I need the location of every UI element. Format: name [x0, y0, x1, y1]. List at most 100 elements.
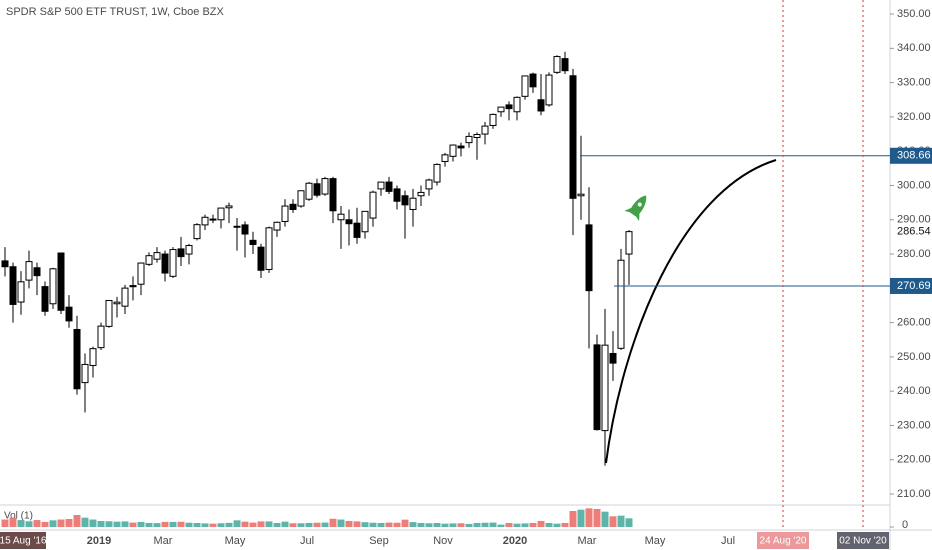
volume-bar — [505, 523, 513, 527]
volume-bar — [417, 523, 425, 527]
candle-body — [89, 348, 97, 366]
volume-bar — [209, 523, 217, 527]
crosshair-label-box — [0, 532, 46, 549]
candle-body — [41, 286, 49, 312]
volume-bar — [129, 522, 137, 527]
candle-body — [377, 181, 385, 190]
candle-body — [353, 222, 361, 238]
candle-body — [153, 252, 161, 260]
volume-bar — [177, 521, 185, 527]
candle-body — [217, 207, 225, 221]
level-label: 270.69 — [897, 280, 931, 292]
y-tick-label: 210.00 — [897, 488, 931, 500]
volume-bar — [225, 522, 233, 527]
volume-bar — [521, 523, 529, 527]
volume-bar — [361, 522, 369, 527]
volume-bar — [465, 523, 473, 527]
volume-bar — [553, 523, 561, 527]
volume-bar — [81, 517, 89, 527]
candle-body — [577, 193, 585, 197]
date-marker-label: 02 Nov '20 — [839, 536, 887, 547]
candle-body — [529, 73, 537, 88]
volume-bar — [617, 515, 625, 527]
candle-body — [305, 182, 313, 200]
y-tick-label: 300.00 — [897, 179, 931, 191]
volume-bar — [489, 522, 497, 527]
volume-bar — [185, 522, 193, 527]
volume-label: Vol (1) — [4, 511, 33, 522]
candle-body — [241, 224, 249, 235]
candle-body — [601, 344, 609, 432]
volume-bar — [497, 524, 505, 527]
volume-bar — [233, 520, 241, 527]
candle-body — [33, 267, 41, 277]
level-label: 308.66 — [897, 150, 931, 162]
candle-body — [57, 252, 65, 311]
candle-body — [97, 325, 105, 349]
volume-bar — [481, 522, 489, 527]
candle-body — [273, 221, 281, 231]
candle-body — [265, 227, 273, 270]
candle-body — [337, 213, 345, 221]
candle-body — [329, 178, 337, 212]
volume-bar — [193, 523, 201, 527]
candle-body — [105, 299, 113, 327]
volume-bar — [569, 511, 577, 527]
volume-bar — [113, 521, 121, 527]
candle-body — [521, 75, 529, 97]
volume-bar — [601, 511, 609, 527]
candle-body — [193, 224, 201, 240]
candle-body — [441, 154, 449, 162]
chart-title: SPDR S&P 500 ETF TRUST, 1W, Cboe BZX — [6, 6, 224, 18]
y-tick-label: 320.00 — [897, 111, 931, 123]
candle-body — [505, 104, 513, 110]
candle-body — [137, 262, 145, 285]
candle-body — [617, 259, 625, 349]
candle-body — [393, 188, 401, 202]
candle-body — [313, 183, 321, 196]
candle-body — [17, 281, 25, 303]
candle-body — [593, 344, 601, 431]
x-tick-label: Nov — [433, 535, 453, 547]
level-label-box — [890, 147, 932, 164]
volume-bar — [529, 523, 537, 527]
y-tick-label: 330.00 — [897, 77, 931, 89]
volume-bar — [409, 522, 417, 527]
volume-bar — [9, 517, 17, 527]
volume-bar — [297, 523, 305, 527]
candle-body — [233, 225, 241, 228]
projection-curve — [605, 159, 777, 464]
volume-bar — [273, 523, 281, 527]
candle-body — [481, 125, 489, 135]
volume-bar — [537, 521, 545, 527]
volume-bar — [457, 523, 465, 527]
candle-body — [201, 216, 209, 226]
x-tick-label: Mar — [154, 535, 173, 547]
volume-bar — [241, 521, 249, 527]
volume-bar — [577, 509, 585, 527]
y-tick-label: 250.00 — [897, 351, 931, 363]
candle-body — [225, 205, 233, 209]
y-tick-label: 280.00 — [897, 248, 931, 260]
x-tick-label: Jul — [721, 535, 735, 547]
volume-bar — [441, 523, 449, 527]
date-marker-box — [837, 532, 889, 549]
candle-body — [385, 181, 393, 192]
candle-body — [297, 190, 305, 207]
candle-body — [513, 96, 521, 113]
y-tick-label: 260.00 — [897, 317, 931, 329]
candle-body — [129, 285, 137, 288]
candle-body — [169, 249, 177, 277]
volume-bar — [105, 521, 113, 527]
volume-bar — [329, 518, 337, 527]
volume-bar — [625, 518, 633, 527]
volume-bar — [353, 521, 361, 527]
volume-bar — [585, 508, 593, 527]
volume-bar — [145, 523, 153, 527]
y-tick-label: 240.00 — [897, 385, 931, 397]
volume-bar — [433, 523, 441, 527]
candle-body — [9, 266, 17, 305]
x-tick-label: Jul — [300, 535, 314, 547]
volume-bar — [121, 521, 129, 527]
